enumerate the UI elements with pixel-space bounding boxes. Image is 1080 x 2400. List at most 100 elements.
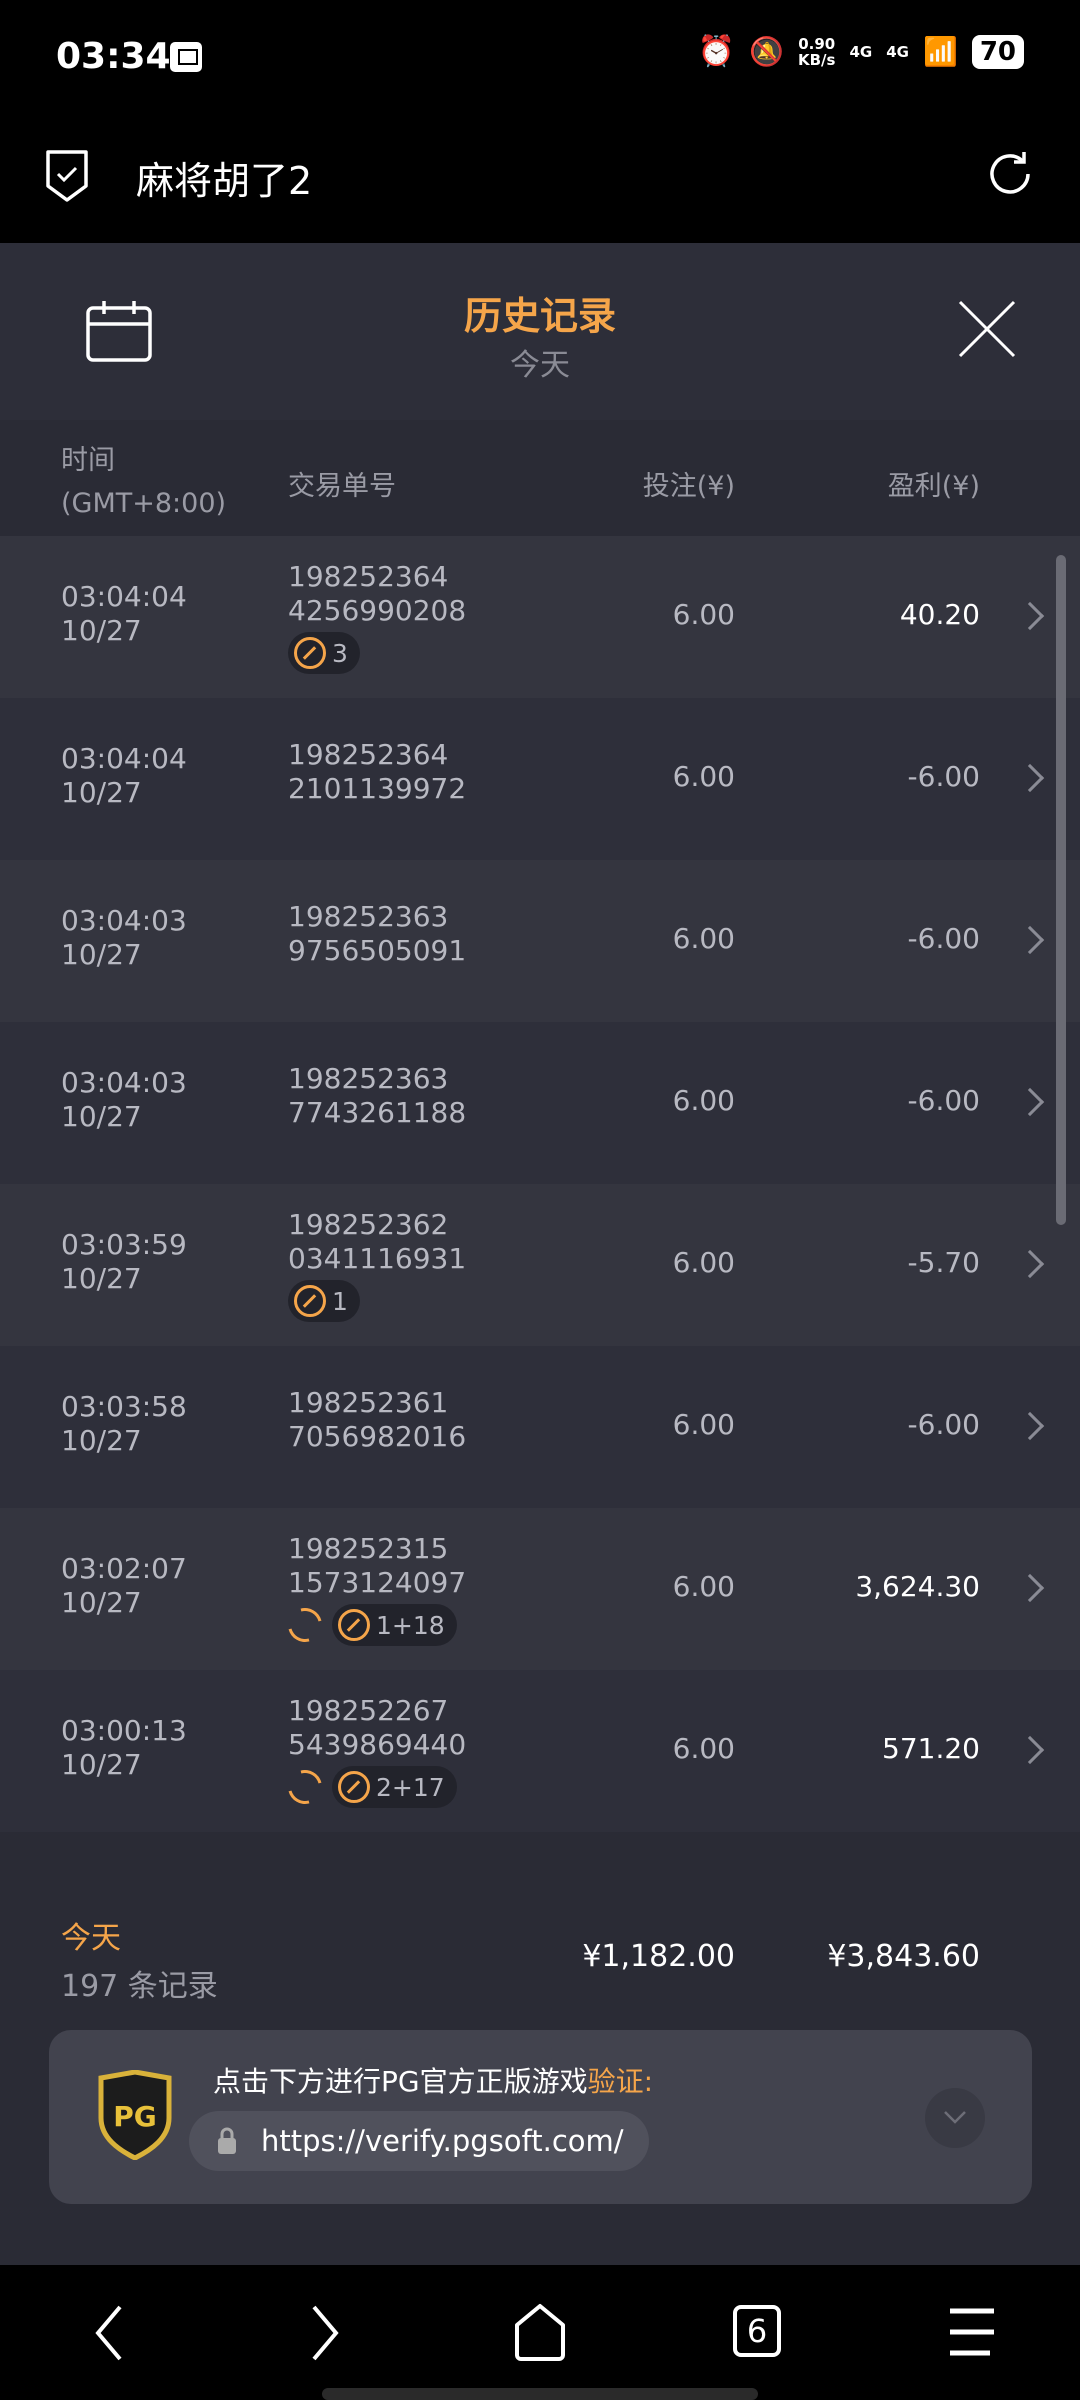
chevron-right-icon[interactable]	[1015, 1087, 1045, 1117]
app-title: 麻将胡了2	[136, 159, 313, 203]
row-id-1: 198252361	[288, 1386, 449, 1419]
row-id-2: 4256990208	[288, 594, 467, 627]
row-id-2: 5439869440	[288, 1728, 467, 1761]
expand-button[interactable]	[925, 2088, 985, 2148]
status-bar: 03:34 ⏰ 🔕 0.90 KB/s 4G 4G 📶 70	[0, 0, 1080, 120]
total-bet: ¥1,182.00	[582, 1939, 735, 1974]
row-bet: 6.00	[672, 922, 735, 955]
respin-icon	[281, 1601, 329, 1649]
lock-icon	[218, 2127, 236, 2154]
row-profit: 571.20	[882, 1732, 980, 1765]
feature-badges: 1	[288, 1280, 360, 1322]
alarm-icon: ⏰	[697, 34, 736, 69]
row-time: 03:03:58	[61, 1390, 187, 1423]
row-time: 03:04:03	[61, 904, 187, 937]
date-filter-label[interactable]: 今天	[510, 348, 570, 383]
respin-icon	[281, 1763, 329, 1811]
refresh-icon[interactable]	[984, 148, 1036, 200]
browser-nav-bar: 6	[0, 2265, 1080, 2400]
row-bet: 6.00	[672, 1246, 735, 1279]
free-spin-icon	[294, 637, 326, 669]
record-count: 197 条记录	[61, 1969, 218, 2004]
row-time: 03:04:04	[61, 742, 187, 775]
free-spin-badge: 2+17	[332, 1766, 457, 1808]
chevron-right-icon[interactable]	[1015, 601, 1045, 631]
scrollbar[interactable]	[1056, 555, 1066, 1225]
row-id-1: 198252363	[288, 1062, 449, 1095]
row-date: 10/27	[61, 776, 142, 809]
row-profit: 40.20	[899, 598, 980, 631]
verify-url-link[interactable]: https://verify.pgsoft.com/	[189, 2111, 649, 2171]
total-profit: ¥3,843.60	[827, 1939, 980, 1974]
row-date: 10/27	[61, 1100, 142, 1133]
row-id-2: 9756505091	[288, 934, 467, 967]
tabs-button[interactable]: 6	[733, 2305, 781, 2357]
table-row[interactable]: 03:02:07 10/27 198252315 1573124097 1+18…	[0, 1508, 1080, 1670]
row-time: 03:04:03	[61, 1066, 187, 1099]
free-spin-badge: 1+18	[332, 1604, 457, 1646]
row-id-2: 7743261188	[288, 1096, 467, 1129]
col-id: 交易单号	[288, 471, 396, 502]
chevron-right-icon[interactable]	[1015, 1411, 1045, 1441]
summary: 今天 197 条记录 ¥1,182.00 ¥3,843.60	[0, 1885, 1080, 2025]
row-profit: -6.00	[907, 760, 980, 793]
close-icon[interactable]	[958, 300, 1016, 358]
signal-1: 4G	[849, 42, 873, 61]
feature-badges: 2+17	[281, 1763, 457, 1811]
wifi-icon: 📶	[922, 35, 958, 68]
status-icons: ⏰ 🔕 0.90 KB/s 4G 4G 📶 70	[698, 34, 1024, 69]
page-title: 历史记录	[463, 294, 616, 338]
row-bet: 6.00	[672, 1084, 735, 1117]
menu-icon[interactable]	[948, 2307, 996, 2357]
row-id-1: 198252363	[288, 900, 449, 933]
col-timezone: (GMT+8:00)	[61, 488, 227, 519]
row-profit: -6.00	[907, 1084, 980, 1117]
back-icon[interactable]	[94, 2305, 124, 2361]
svg-text:PG: PG	[113, 2100, 157, 2133]
col-profit: 盈利(¥)	[887, 471, 980, 502]
chevron-right-icon[interactable]	[1015, 1573, 1045, 1603]
shield-check-icon[interactable]	[44, 148, 90, 204]
row-bet: 6.00	[672, 1570, 735, 1603]
table-row[interactable]: 03:04:03 10/27 198252363 9756505091 6.00…	[0, 860, 1080, 1022]
chevron-right-icon[interactable]	[1015, 763, 1045, 793]
row-id-1: 198252364	[288, 738, 449, 771]
row-time: 03:03:59	[61, 1228, 187, 1261]
history-header	[0, 243, 1080, 420]
forward-icon[interactable]	[310, 2305, 340, 2361]
free-spin-icon	[338, 1609, 370, 1641]
row-date: 10/27	[61, 1424, 142, 1457]
table-row[interactable]: 03:03:58 10/27 198252361 7056982016 6.00…	[0, 1346, 1080, 1508]
row-id-2: 7056982016	[288, 1420, 467, 1453]
chevron-right-icon[interactable]	[1015, 1249, 1045, 1279]
row-id-1: 198252362	[288, 1208, 449, 1241]
table-row[interactable]: 03:04:03 10/27 198252363 7743261188 6.00…	[0, 1022, 1080, 1184]
mail-icon	[170, 42, 202, 72]
row-time: 03:02:07	[61, 1552, 187, 1585]
row-date: 10/27	[61, 1262, 142, 1295]
col-time: 时间	[61, 445, 115, 476]
home-icon[interactable]	[513, 2303, 567, 2363]
row-id-2: 0341116931	[288, 1242, 467, 1275]
gesture-bar	[322, 2388, 758, 2400]
chevron-right-icon[interactable]	[1015, 1735, 1045, 1765]
table-row[interactable]: 03:03:59 10/27 198252362 0341116931 1 6.…	[0, 1184, 1080, 1346]
table-row[interactable]: 03:04:04 10/27 198252364 4256990208 3 6.…	[0, 536, 1080, 698]
table-header: 时间 (GMT+8:00) 交易单号 投注(¥) 盈利(¥)	[0, 428, 1080, 536]
row-date: 10/27	[61, 1748, 142, 1781]
pg-logo: PG	[98, 2070, 172, 2160]
col-bet: 投注(¥)	[642, 471, 735, 502]
table-row[interactable]: 03:04:04 10/27 198252364 2101139972 6.00…	[0, 698, 1080, 860]
verify-text: 点击下方进行PG官方正版游戏验证:	[213, 2065, 654, 2098]
free-spin-icon	[294, 1285, 326, 1317]
row-bet: 6.00	[672, 760, 735, 793]
calendar-icon[interactable]	[86, 300, 152, 362]
chevron-right-icon[interactable]	[1015, 925, 1045, 955]
row-id-2: 1573124097	[288, 1566, 467, 1599]
row-time: 03:00:13	[61, 1714, 187, 1747]
chevron-down-icon	[944, 2111, 966, 2124]
row-id-2: 2101139972	[288, 772, 467, 805]
row-profit: -6.00	[907, 1408, 980, 1441]
table-row[interactable]: 03:00:13 10/27 198252267 5439869440 2+17…	[0, 1670, 1080, 1832]
row-bet: 6.00	[672, 1732, 735, 1765]
